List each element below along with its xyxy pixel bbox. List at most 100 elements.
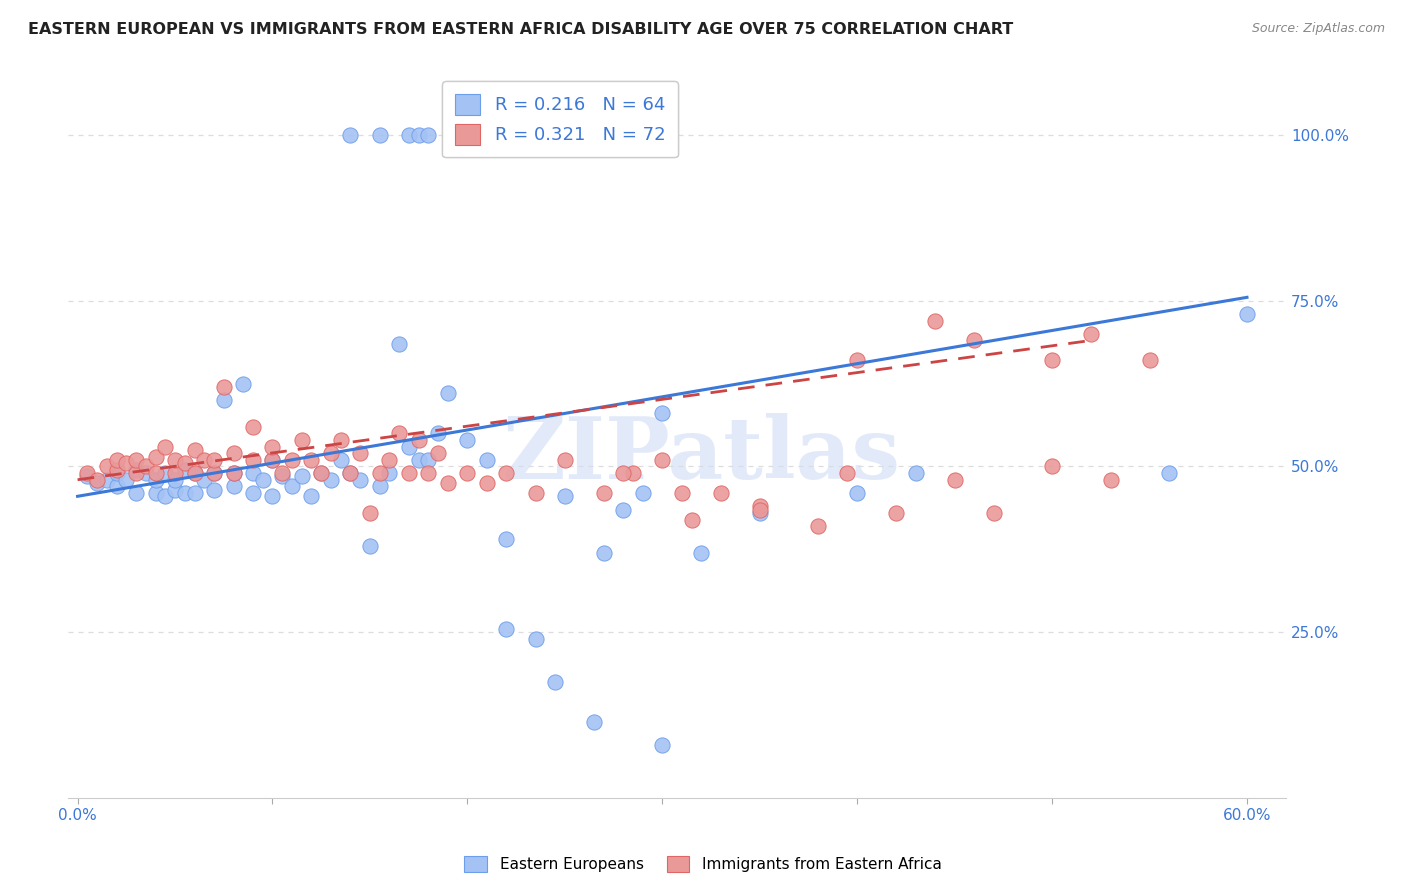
Point	[378, 466, 401, 480]
Point	[1157, 466, 1180, 480]
Point	[155, 466, 177, 480]
Point	[271, 466, 294, 480]
Point	[846, 486, 869, 500]
Point	[145, 466, 167, 480]
Point	[1080, 326, 1102, 341]
Point	[242, 466, 264, 480]
Point	[884, 506, 907, 520]
Point	[125, 463, 148, 477]
Point	[651, 738, 673, 752]
Point	[86, 473, 108, 487]
Point	[748, 502, 770, 516]
Point	[163, 466, 186, 480]
Point	[163, 452, 186, 467]
Point	[339, 466, 361, 480]
Point	[262, 452, 284, 467]
Point	[202, 452, 225, 467]
Point	[163, 483, 186, 497]
Point	[378, 452, 401, 467]
Point	[681, 512, 703, 526]
Point	[222, 466, 245, 480]
Point	[612, 502, 634, 516]
Point	[145, 450, 167, 464]
Point	[456, 433, 478, 447]
Point	[135, 459, 157, 474]
Point	[135, 466, 157, 480]
Point	[524, 486, 547, 500]
Point	[495, 622, 517, 636]
Legend: Eastern Europeans, Immigrants from Eastern Africa: Eastern Europeans, Immigrants from Easte…	[457, 848, 949, 880]
Point	[592, 486, 614, 500]
Point	[96, 459, 118, 474]
Point	[301, 489, 323, 503]
Point	[319, 446, 342, 460]
Point	[193, 452, 215, 467]
Point	[583, 714, 606, 729]
Point	[475, 452, 498, 467]
Point	[349, 446, 371, 460]
Point	[262, 489, 284, 503]
Point	[329, 452, 352, 467]
Point	[437, 476, 460, 491]
Point	[301, 452, 323, 467]
Point	[427, 426, 450, 441]
Point	[96, 473, 118, 487]
Point	[1139, 353, 1161, 368]
Point	[271, 469, 294, 483]
Point	[651, 452, 673, 467]
Point	[222, 446, 245, 460]
Point	[388, 336, 411, 351]
Point	[291, 433, 314, 447]
Point	[319, 473, 342, 487]
Point	[592, 546, 614, 560]
Point	[339, 128, 361, 142]
Point	[368, 466, 391, 480]
Point	[690, 546, 713, 560]
Point	[963, 334, 986, 348]
Point	[105, 463, 128, 477]
Point	[710, 486, 733, 500]
Point	[418, 466, 440, 480]
Point	[408, 128, 430, 142]
Point	[183, 442, 205, 457]
Text: ZIPatlas: ZIPatlas	[502, 413, 900, 497]
Point	[163, 473, 186, 487]
Point	[1040, 353, 1063, 368]
Point	[359, 539, 381, 553]
Point	[86, 476, 108, 491]
Point	[437, 386, 460, 401]
Point	[534, 128, 557, 142]
Point	[125, 466, 148, 480]
Point	[418, 452, 440, 467]
Point	[807, 519, 830, 533]
Point	[983, 506, 1005, 520]
Point	[621, 466, 644, 480]
Point	[671, 486, 693, 500]
Point	[222, 479, 245, 493]
Text: Source: ZipAtlas.com: Source: ZipAtlas.com	[1251, 22, 1385, 36]
Point	[398, 466, 420, 480]
Point	[359, 506, 381, 520]
Point	[748, 506, 770, 520]
Point	[115, 473, 138, 487]
Point	[193, 473, 215, 487]
Point	[76, 469, 98, 483]
Point	[242, 452, 264, 467]
Point	[408, 452, 430, 467]
Point	[418, 128, 440, 142]
Point	[242, 486, 264, 500]
Point	[252, 473, 274, 487]
Point	[202, 466, 225, 480]
Point	[495, 533, 517, 547]
Point	[329, 433, 352, 447]
Point	[748, 500, 770, 514]
Point	[651, 406, 673, 420]
Point	[924, 313, 946, 327]
Point	[105, 452, 128, 467]
Point	[612, 466, 634, 480]
Point	[202, 483, 225, 497]
Point	[1236, 307, 1258, 321]
Point	[212, 380, 235, 394]
Point	[242, 419, 264, 434]
Point	[456, 466, 478, 480]
